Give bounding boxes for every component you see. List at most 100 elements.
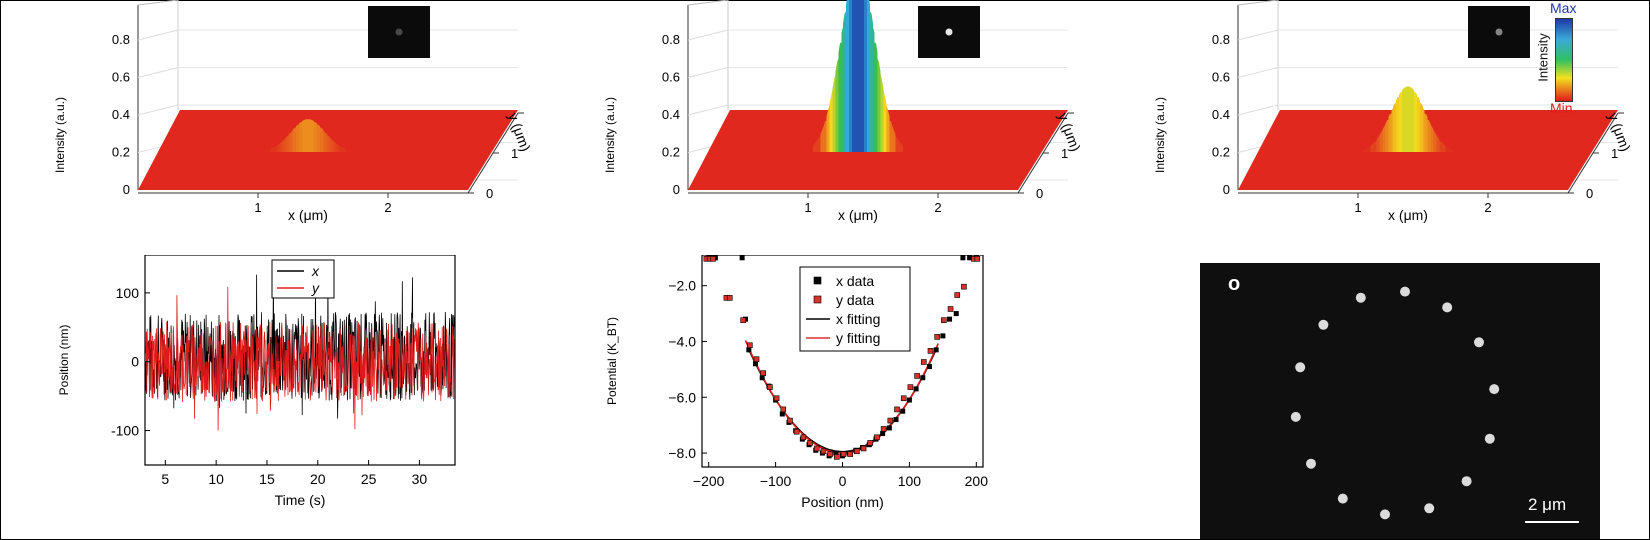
y-tick-label: 1 bbox=[1611, 146, 1618, 161]
colorbar-min-label: Min bbox=[1550, 100, 1573, 116]
z-tick-label: 0.4 bbox=[1212, 107, 1230, 122]
colorbar-max-label: Max bbox=[1550, 0, 1577, 16]
x-data-point bbox=[759, 375, 765, 381]
z-tick-label: 0 bbox=[673, 182, 680, 197]
grid-line bbox=[1237, 67, 1279, 78]
z-tick-label: 0 bbox=[123, 182, 130, 197]
x-tick-label: 5 bbox=[161, 471, 169, 487]
y-data-point bbox=[740, 317, 746, 323]
x-tick-label: 1 bbox=[804, 200, 811, 215]
x-tick-label: 2 bbox=[1484, 200, 1491, 215]
trap-spot bbox=[1484, 433, 1495, 444]
y-tick-label: 0 bbox=[131, 354, 139, 370]
plot-frame bbox=[144, 255, 456, 466]
y-data-point bbox=[753, 356, 760, 363]
trap-spot bbox=[1306, 458, 1316, 469]
x-data-point bbox=[893, 417, 899, 423]
y-data-point bbox=[854, 448, 860, 455]
y-data-point bbox=[793, 428, 800, 435]
y-data-point bbox=[894, 406, 900, 413]
x-data-point bbox=[960, 255, 966, 261]
trap-spot bbox=[1442, 302, 1453, 313]
grid-line bbox=[1237, 104, 1279, 116]
y-data-point bbox=[920, 359, 927, 365]
x-data-point bbox=[833, 450, 839, 456]
legend-marker bbox=[813, 276, 822, 285]
box-edge bbox=[687, 0, 729, 6]
inset-spot bbox=[395, 28, 403, 36]
x-tick-label: 100 bbox=[898, 473, 922, 489]
y-data-point bbox=[747, 342, 753, 349]
y-data-point bbox=[827, 451, 833, 457]
trap-spot bbox=[1380, 509, 1390, 520]
legend-label: x fitting bbox=[836, 311, 880, 327]
x-data-point bbox=[886, 425, 892, 431]
trap-spot bbox=[1318, 319, 1329, 330]
legend-label-y: y bbox=[311, 280, 320, 296]
trap-spot bbox=[1400, 286, 1410, 297]
z-axis-label: Intensity (a.u.) bbox=[603, 97, 617, 173]
y-tick-label: 0 bbox=[1036, 186, 1043, 201]
x-tick-label: −100 bbox=[760, 473, 792, 489]
x-tick-label: 2 bbox=[384, 200, 391, 215]
y-data-point bbox=[961, 283, 967, 290]
x-data-point bbox=[779, 411, 785, 417]
x-axis-label: Position (nm) bbox=[801, 494, 883, 510]
series-line-y bbox=[144, 286, 456, 431]
x-tick-label: −200 bbox=[693, 473, 725, 489]
scale-bar-label: 2 μm bbox=[1528, 495, 1567, 514]
inset-image bbox=[368, 6, 430, 58]
grid-line bbox=[687, 67, 729, 78]
trap-spot bbox=[1355, 292, 1366, 303]
y-data-point bbox=[860, 445, 867, 452]
x-axis-label: x (μm) bbox=[1388, 207, 1428, 223]
x-data-point bbox=[753, 361, 759, 367]
x-tick-label: 1 bbox=[254, 200, 261, 215]
y-data-point bbox=[927, 348, 934, 354]
y-data-point bbox=[767, 384, 773, 390]
y-data-point bbox=[726, 295, 733, 301]
z-tick-label: 0.4 bbox=[112, 107, 130, 122]
y-data-point bbox=[847, 451, 853, 457]
legend-label: y fitting bbox=[836, 330, 880, 346]
x-tick-label: 25 bbox=[361, 471, 377, 487]
y-tick-label: 100 bbox=[116, 285, 140, 301]
x-tick-label: 1 bbox=[1354, 200, 1361, 215]
micrograph-image: o 2 μm bbox=[1200, 263, 1600, 539]
y-tick-label: −4.0 bbox=[668, 333, 696, 349]
trap-spot bbox=[1461, 476, 1472, 487]
y-data-point bbox=[760, 370, 767, 376]
y-data-point bbox=[807, 440, 813, 446]
potential-scatter-chart: −200 −100 0 100 200 −2.0 −4.0 −6.0 −8.0 Position … bbox=[605, 255, 988, 510]
legend-label: x data bbox=[836, 273, 874, 289]
y-tick-label: 1 bbox=[511, 146, 518, 161]
y-data-point bbox=[813, 445, 820, 452]
z-tick-label: 0.2 bbox=[112, 145, 130, 160]
x-tick-label: 10 bbox=[208, 471, 224, 487]
x-tick-label: 30 bbox=[412, 471, 428, 487]
legend-label: y data bbox=[836, 292, 874, 308]
grid-line bbox=[687, 104, 729, 116]
y-data-point bbox=[780, 406, 787, 413]
x-data-point bbox=[926, 364, 932, 370]
y-data-point bbox=[874, 434, 880, 441]
grid-line bbox=[137, 29, 179, 41]
position-time-series-chart: 5 10 15 20 25 30 -100 0 100 Time (s) Position (nm)… bbox=[57, 255, 456, 508]
grid-line bbox=[137, 67, 179, 78]
y-data-point bbox=[840, 451, 847, 457]
y-data-point bbox=[954, 292, 961, 298]
x-tick-label: 2 bbox=[934, 200, 941, 215]
y-tick-label: −8.0 bbox=[668, 445, 696, 461]
y-data-point bbox=[867, 440, 874, 446]
y-data-point bbox=[914, 373, 920, 379]
box-edge bbox=[137, 0, 179, 6]
trap-spot bbox=[1295, 362, 1306, 373]
trap-spots bbox=[1290, 286, 1500, 520]
z-tick-label: 0.2 bbox=[1212, 145, 1230, 160]
trap-spot bbox=[1290, 411, 1301, 422]
legend-marker bbox=[813, 295, 822, 304]
z-tick-label: 0.8 bbox=[1212, 32, 1230, 47]
y-axis-label-3d: y (μm) bbox=[1055, 111, 1080, 154]
